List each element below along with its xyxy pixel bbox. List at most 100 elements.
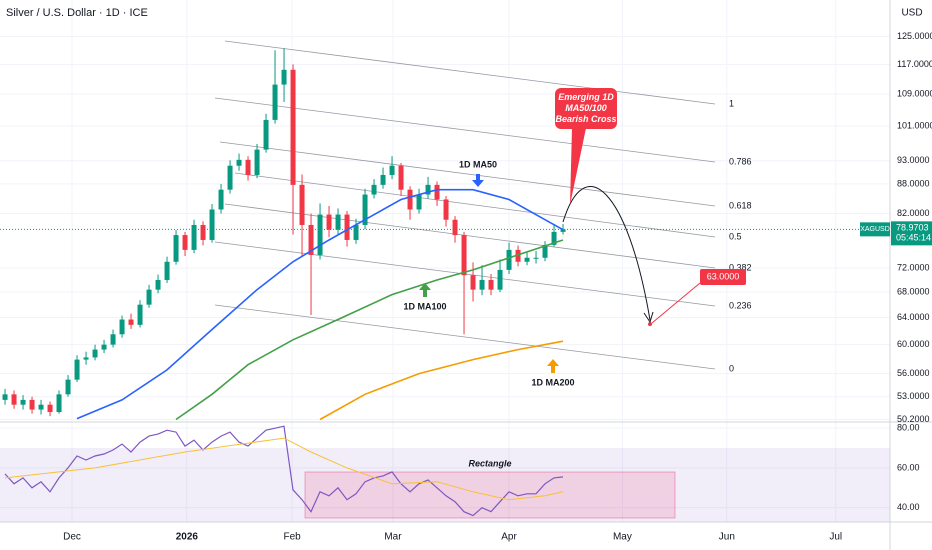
candle-body: [308, 224, 314, 255]
x-tick-label: Apr: [501, 532, 517, 543]
fib-line: [224, 40, 716, 105]
y-tick-label: 125.0000: [897, 31, 932, 41]
candle-body: [173, 235, 179, 262]
rsi-tick-label: 80.00: [897, 423, 920, 433]
countdown: 05:45:14: [896, 233, 931, 243]
candle-body: [470, 275, 476, 290]
candle-body: [326, 214, 332, 230]
candle-body: [182, 235, 188, 250]
symbol-tag: [860, 222, 890, 237]
candle-body: [290, 69, 296, 185]
fib-label: 0.382: [729, 262, 752, 272]
candle-body: [38, 404, 44, 410]
target-point: [648, 322, 652, 327]
ma-line: [319, 340, 564, 421]
target-label: 63.0000: [707, 271, 740, 281]
candle-body: [479, 279, 485, 290]
candle-body: [272, 84, 278, 120]
rsi-tick-label: 40.00: [897, 502, 920, 512]
candle-body: [11, 394, 17, 405]
y-tick-label: 93.0000: [897, 155, 930, 165]
candle-body: [515, 249, 521, 262]
callout: Emerging 1D MA50/100 Bearish Cross: [555, 88, 617, 129]
candle-body: [344, 214, 350, 240]
x-tick-label: Mar: [384, 532, 402, 543]
candle-body: [434, 184, 440, 200]
x-tick-label: Jun: [719, 532, 735, 543]
candle-body: [542, 244, 548, 258]
candle-body: [200, 224, 206, 240]
candle-body: [47, 404, 53, 413]
candle-body: [254, 149, 260, 175]
plot: 1D MA50 1D MA100 1D MA200 63.0000 Rectangle: [0, 48, 890, 517]
candle-body: [416, 194, 422, 210]
rectangle-label: Rectangle: [468, 458, 511, 468]
symbol-label: XAGUSD: [860, 226, 890, 233]
price-tag: [891, 221, 932, 246]
fib-line: [219, 141, 716, 207]
rsi-band: [0, 448, 890, 522]
candle-body: [506, 249, 512, 270]
candle-body: [398, 165, 404, 190]
x-tick-label: May: [613, 532, 632, 543]
fib-label: 0: [729, 363, 734, 373]
fib-label: 0.236: [729, 300, 752, 310]
fib-line: [214, 97, 716, 163]
ma-label: 1D MA200: [531, 377, 574, 387]
candle-body: [20, 399, 26, 405]
candle-body: [281, 69, 287, 85]
axes: Dec 2026 Feb Mar Apr May Jun Jul 125.0000 117.000…: [63, 31, 932, 543]
candle-body: [353, 224, 359, 240]
y-tick-label: 68.0000: [897, 286, 930, 296]
rsi-line: [4, 425, 564, 517]
candle-body: [83, 357, 89, 360]
y-tick-label: 82.0000: [897, 208, 930, 218]
candle-body: [299, 184, 305, 225]
fib-label: 0.618: [729, 200, 752, 210]
fib-line: [224, 203, 716, 269]
candle-body: [2, 394, 8, 400]
y-tick-label: 109.0000: [897, 88, 932, 98]
y-tick-label: 64.0000: [897, 312, 930, 322]
candle-body: [101, 344, 107, 350]
candle-body: [524, 257, 530, 262]
candle-body: [380, 174, 386, 185]
candle-body: [110, 334, 116, 345]
projection-arrowhead: [643, 311, 654, 324]
candle-body: [236, 159, 242, 166]
chart-title: Silver / U.S. Dollar · 1D · ICE: [6, 7, 148, 19]
candle-body: [263, 119, 269, 150]
candle-body: [191, 224, 197, 250]
candle-body: [551, 231, 557, 245]
ma-line: [175, 239, 564, 421]
x-tick-label: Feb: [284, 532, 302, 543]
candle-body: [164, 261, 170, 280]
x-tick-label: Dec: [63, 532, 81, 543]
ma-label: 1D MA50: [459, 159, 497, 169]
candle-body: [65, 379, 71, 395]
candle-body: [335, 214, 341, 230]
target-box: [700, 269, 746, 285]
candle-body: [56, 394, 62, 413]
candle-body: [137, 304, 143, 325]
candle-body: [560, 229, 566, 232]
rsi-tick-label: 60.00: [897, 462, 920, 472]
y-tick-label: 50.2000: [897, 414, 930, 424]
fib-line: [214, 304, 716, 370]
candle-body: [74, 359, 80, 380]
candle-body: [155, 279, 161, 290]
fib-label: 0.5: [729, 231, 742, 241]
target-line: [651, 282, 701, 324]
currency: USD: [901, 8, 922, 19]
candle-body: [443, 199, 449, 220]
fib-label: 0.786: [729, 156, 752, 166]
x-tick-label: Jul: [829, 532, 842, 543]
ma-arrow: [472, 174, 484, 187]
candle-body: [245, 159, 251, 175]
ma-label: 1D MA100: [403, 301, 446, 311]
candle-body: [533, 257, 539, 259]
candle-body: [488, 279, 494, 290]
last-price: 78.9703: [896, 223, 929, 233]
